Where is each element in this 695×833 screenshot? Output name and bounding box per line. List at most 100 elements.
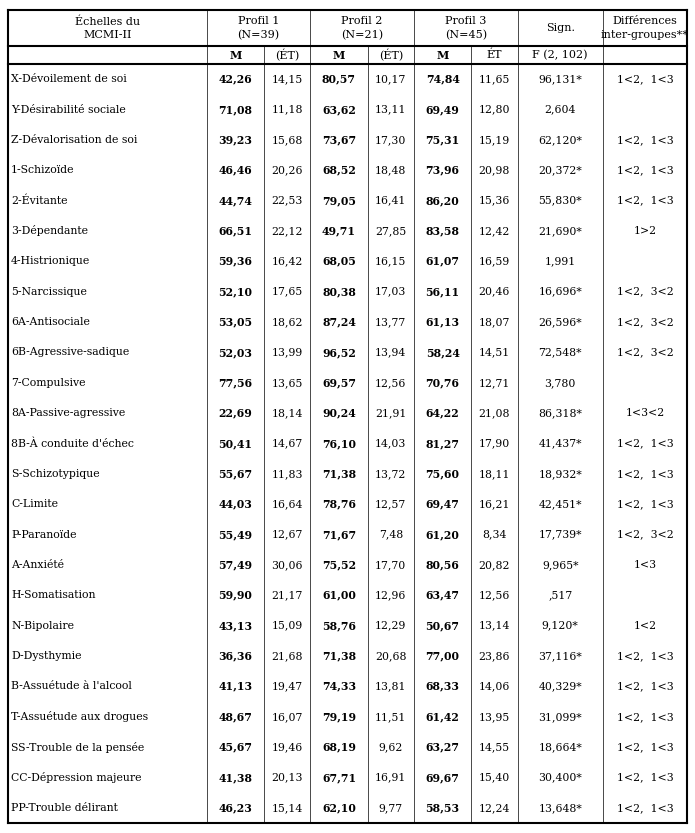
Text: 1<2,  1<3: 1<2, 1<3 [616,196,673,206]
Text: 1<3: 1<3 [633,560,657,570]
Text: 11,83: 11,83 [272,469,303,479]
Text: 16,64: 16,64 [272,499,303,509]
Text: 1<2,  1<3: 1<2, 1<3 [616,438,673,448]
Text: 1<2,  1<3: 1<2, 1<3 [616,135,673,145]
Text: 11,65: 11,65 [479,74,510,84]
Text: 18,48: 18,48 [375,165,407,175]
Text: 6A-Antisociale: 6A-Antisociale [11,317,90,327]
Text: 70,76: 70,76 [425,377,459,388]
Text: 72,548*: 72,548* [539,347,582,357]
Text: 20,13: 20,13 [272,772,303,782]
Text: 45,67: 45,67 [218,741,252,752]
Text: 21,17: 21,17 [272,591,303,601]
Text: 13,94: 13,94 [375,347,407,357]
Text: 2,604: 2,604 [545,104,576,115]
Text: Échelles du
MCMI-II: Échelles du MCMI-II [75,16,140,40]
Text: 44,74: 44,74 [218,195,252,206]
Text: Profil 3
(N=45): Profil 3 (N=45) [445,16,486,40]
Text: 7,48: 7,48 [379,530,403,540]
Text: 49,71: 49,71 [322,226,356,237]
Text: 15,68: 15,68 [272,135,303,145]
Text: 21,68: 21,68 [272,651,303,661]
Text: 17,30: 17,30 [375,135,407,145]
Text: 20,98: 20,98 [479,165,510,175]
Text: CC-Dépression majeure: CC-Dépression majeure [11,772,142,783]
Text: 42,26: 42,26 [218,73,252,85]
Text: 50,41: 50,41 [218,438,252,449]
Text: 75,31: 75,31 [425,134,459,146]
Text: SS-Trouble de la pensée: SS-Trouble de la pensée [11,741,145,752]
Text: 14,55: 14,55 [479,742,510,752]
Text: 61,07: 61,07 [425,256,459,267]
Text: 12,24: 12,24 [479,803,510,813]
Text: 13,81: 13,81 [375,681,407,691]
Text: 61,20: 61,20 [425,529,459,540]
Text: 12,67: 12,67 [272,530,303,540]
Text: 1<2,  3<2: 1<2, 3<2 [616,317,673,327]
Text: 23,86: 23,86 [479,651,510,661]
Text: 1-Schizoïde: 1-Schizoïde [11,165,74,175]
Text: 40,329*: 40,329* [539,681,582,691]
Text: 1<2,  1<3: 1<2, 1<3 [616,469,673,479]
Text: 61,00: 61,00 [322,590,356,601]
Text: 10,17: 10,17 [375,74,407,84]
Text: 12,56: 12,56 [479,591,510,601]
Text: 16,91: 16,91 [375,772,407,782]
Text: 21,690*: 21,690* [539,226,582,236]
Text: 1<2,  1<3: 1<2, 1<3 [616,711,673,721]
Text: 71,67: 71,67 [322,529,356,540]
Text: 86,20: 86,20 [426,195,459,206]
Text: D-Dysthymie: D-Dysthymie [11,651,81,661]
Text: S-Schizotypique: S-Schizotypique [11,469,99,479]
Text: 16,07: 16,07 [272,711,303,721]
Text: 75,60: 75,60 [425,468,459,479]
Text: 16,696*: 16,696* [539,287,582,297]
Text: 52,10: 52,10 [218,287,252,297]
Text: 18,932*: 18,932* [539,469,582,479]
Text: 14,06: 14,06 [479,681,510,691]
Text: ,517: ,517 [548,591,573,601]
Text: 16,21: 16,21 [479,499,510,509]
Text: 68,33: 68,33 [425,681,459,692]
Text: 83,58: 83,58 [425,226,459,237]
Text: 52,03: 52,03 [218,347,252,358]
Text: 77,56: 77,56 [218,377,252,388]
Text: 69,67: 69,67 [425,772,459,783]
Text: 44,03: 44,03 [218,499,252,510]
Text: 80,38: 80,38 [322,287,356,297]
Text: 80,56: 80,56 [425,560,459,571]
Text: 41,437*: 41,437* [539,438,582,448]
Text: 12,96: 12,96 [375,591,407,601]
Text: 67,71: 67,71 [322,772,356,783]
Text: M: M [333,49,345,61]
Text: 17,65: 17,65 [272,287,303,297]
Text: 48,67: 48,67 [218,711,252,722]
Text: 87,24: 87,24 [322,317,356,327]
Text: (ÉT): (ÉT) [379,49,403,61]
Text: 80,57: 80,57 [322,73,356,85]
Text: 19,46: 19,46 [272,742,303,752]
Text: X-Dévoilement de soi: X-Dévoilement de soi [11,74,126,84]
Text: 12,56: 12,56 [375,378,407,388]
Text: 18,11: 18,11 [479,469,510,479]
Text: 63,47: 63,47 [425,590,459,601]
Text: 8B-À conduite d'échec: 8B-À conduite d'échec [11,438,134,449]
Text: 15,19: 15,19 [479,135,510,145]
Text: 77,00: 77,00 [425,651,459,661]
Text: 9,965*: 9,965* [542,560,578,570]
Text: Y-Désirabilité sociale: Y-Désirabilité sociale [11,104,126,115]
Text: 68,19: 68,19 [322,741,356,752]
Text: 20,372*: 20,372* [539,165,582,175]
Text: 86,318*: 86,318* [539,408,582,418]
Text: 9,77: 9,77 [379,803,403,813]
Text: 22,53: 22,53 [272,196,303,206]
Text: 12,80: 12,80 [479,104,510,115]
Text: 15,40: 15,40 [479,772,510,782]
Text: 69,47: 69,47 [425,499,459,510]
Text: 61,42: 61,42 [425,711,459,722]
Text: 53,05: 53,05 [218,317,252,327]
Text: 18,62: 18,62 [272,317,303,327]
Text: 8A-Passive-agressive: 8A-Passive-agressive [11,408,125,418]
Text: 59,36: 59,36 [218,256,252,267]
Text: 11,51: 11,51 [375,711,407,721]
